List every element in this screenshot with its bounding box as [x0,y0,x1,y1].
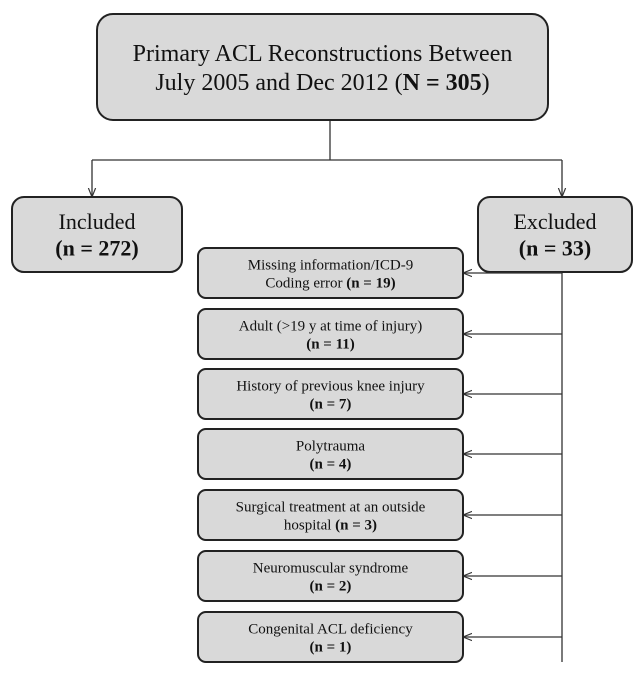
node-text: Included [59,209,136,234]
node-text: (n = 33) [519,235,591,260]
text-segment: Neuromuscular syndrome [253,560,409,576]
node-text: Neuromuscular syndrome [253,560,409,576]
text-segment: ) [482,70,490,96]
node-box [197,247,464,299]
node-box [96,13,549,121]
node-box [197,428,464,480]
node-box [197,368,464,420]
node-box [197,550,464,602]
node-text: Surgical treatment at an outside [236,499,426,515]
node-text: (n = 1) [310,639,352,655]
text-segment: Surgical treatment at an outside [236,499,426,515]
text-segment: July 2005 and Dec 2012 ( [155,70,402,96]
text-segment: Included [59,209,136,234]
text-segment: N = 305 [403,70,482,96]
node-text: July 2005 and Dec 2012 (N = 305) [155,70,489,96]
text-segment: Excluded [513,209,596,234]
text-segment: (n = 272) [55,235,138,260]
text-segment: (n = 3) [335,517,377,533]
text-segment: (n = 11) [306,336,355,352]
node-text: Adult (>19 y at time of injury) [239,318,422,334]
node-text: History of previous knee injury [236,378,425,394]
node-text: Primary ACL Reconstructions Between [133,41,513,67]
text-segment: (n = 7) [310,396,352,412]
text-segment: Adult (>19 y at time of injury) [239,318,422,334]
node-box [197,489,464,541]
node-text: (n = 7) [310,396,352,412]
text-segment: Coding error [265,275,342,291]
text-segment: Congenital ACL deficiency [248,621,413,637]
node-text: (n = 4) [310,456,352,472]
text-segment: (n = 4) [310,456,352,472]
node-text: (n = 2) [310,578,352,594]
node-box [197,611,464,663]
node-box [477,196,633,273]
text-segment: (n = 2) [310,578,352,594]
node-box [11,196,183,273]
node-text: (n = 11) [306,336,355,352]
text-segment: History of previous knee injury [236,378,425,394]
node-text: Missing information/ICD-9 [248,257,413,273]
node-box [197,308,464,360]
text-segment: Missing information/ICD-9 [248,257,413,273]
node-text: (n = 272) [55,235,138,260]
node-text: Excluded [513,209,596,234]
text-segment: hospital [284,517,332,533]
node-text: Coding error (n = 19) [265,275,395,291]
text-segment: (n = 19) [346,275,395,291]
text-segment: (n = 33) [519,235,591,260]
text-segment: Primary ACL Reconstructions Between [133,41,513,67]
node-text: Polytrauma [296,438,365,454]
text-segment: Polytrauma [296,438,365,454]
text-segment: (n = 1) [310,639,352,655]
node-text: hospital (n = 3) [284,517,377,533]
node-text: Congenital ACL deficiency [248,621,413,637]
